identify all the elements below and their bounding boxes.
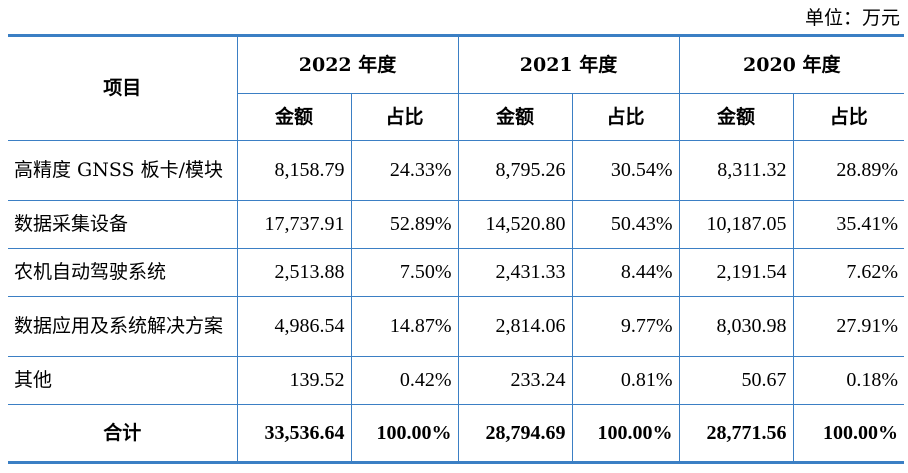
cell-ratio: 28.89% bbox=[792, 139, 904, 201]
cell-amount: 233.24 bbox=[457, 355, 573, 405]
ratio-header: 占比 bbox=[571, 92, 680, 141]
cell-amount: 33,536.64 bbox=[236, 403, 352, 461]
revenue-table: 项目 2022 年度 2021 年度 2020 年度 金额 占比 金额 占比 金… bbox=[8, 37, 904, 461]
table-row: 数据采集设备 17,737.91 52.89% 14,520.80 50.43%… bbox=[8, 199, 904, 249]
row-name: 其他 bbox=[8, 355, 238, 405]
cell-ratio: 0.18% bbox=[792, 355, 904, 405]
unit-label: 单位：万元 bbox=[804, 7, 900, 29]
total-row: 合计 33,536.64 100.00% 28,794.69 100.00% 2… bbox=[8, 403, 904, 461]
cell-ratio: 14.87% bbox=[350, 295, 459, 357]
cell-ratio: 100.00% bbox=[792, 403, 904, 461]
cell-amount: 8,030.98 bbox=[678, 295, 794, 357]
cell-ratio: 0.81% bbox=[571, 355, 680, 405]
revenue-table-container: 项目 2022 年度 2021 年度 2020 年度 金额 占比 金额 占比 金… bbox=[8, 34, 904, 464]
cell-amount: 139.52 bbox=[236, 355, 352, 405]
cell-ratio: 7.50% bbox=[350, 247, 459, 297]
cell-ratio: 27.91% bbox=[792, 295, 904, 357]
cell-ratio: 100.00% bbox=[350, 403, 459, 461]
cell-amount: 2,513.88 bbox=[236, 247, 352, 297]
row-name: 农机自动驾驶系统 bbox=[8, 247, 238, 297]
cell-ratio: 50.43% bbox=[571, 199, 680, 249]
row-name: 数据采集设备 bbox=[8, 199, 238, 249]
table-row: 高精度 GNSS 板卡/模块 8,158.79 24.33% 8,795.26 … bbox=[8, 139, 904, 201]
ratio-header: 占比 bbox=[350, 92, 459, 141]
item-header: 项目 bbox=[8, 37, 238, 141]
cell-ratio: 9.77% bbox=[571, 295, 680, 357]
cell-ratio: 7.62% bbox=[792, 247, 904, 297]
cell-amount: 2,814.06 bbox=[457, 295, 573, 357]
cell-amount: 50.67 bbox=[678, 355, 794, 405]
cell-ratio: 8.44% bbox=[571, 247, 680, 297]
cell-amount: 28,794.69 bbox=[457, 403, 573, 461]
amount-header: 金额 bbox=[678, 92, 794, 141]
cell-ratio: 24.33% bbox=[350, 139, 459, 201]
row-name: 高精度 GNSS 板卡/模块 bbox=[8, 139, 238, 201]
total-label: 合计 bbox=[8, 403, 238, 461]
cell-amount: 4,986.54 bbox=[236, 295, 352, 357]
cell-amount: 28,771.56 bbox=[678, 403, 794, 461]
year-header-2022: 2022 年度 bbox=[236, 37, 459, 94]
table-row: 数据应用及系统解决方案 4,986.54 14.87% 2,814.06 9.7… bbox=[8, 295, 904, 357]
cell-amount: 10,187.05 bbox=[678, 199, 794, 249]
year-header-2021: 2021 年度 bbox=[457, 37, 680, 94]
table-row: 其他 139.52 0.42% 233.24 0.81% 50.67 0.18% bbox=[8, 355, 904, 405]
cell-amount: 2,191.54 bbox=[678, 247, 794, 297]
cell-ratio: 52.89% bbox=[350, 199, 459, 249]
table-row: 农机自动驾驶系统 2,513.88 7.50% 2,431.33 8.44% 2… bbox=[8, 247, 904, 297]
cell-ratio: 30.54% bbox=[571, 139, 680, 201]
cell-amount: 2,431.33 bbox=[457, 247, 573, 297]
cell-ratio: 35.41% bbox=[792, 199, 904, 249]
ratio-header: 占比 bbox=[792, 92, 904, 141]
amount-header: 金额 bbox=[237, 92, 352, 141]
year-header-2020: 2020 年度 bbox=[678, 37, 904, 94]
header-row-years: 项目 2022 年度 2021 年度 2020 年度 bbox=[8, 37, 904, 141]
cell-ratio: 0.42% bbox=[350, 355, 459, 405]
cell-amount: 8,311.32 bbox=[678, 139, 794, 201]
cell-ratio: 100.00% bbox=[571, 403, 680, 461]
row-name: 数据应用及系统解决方案 bbox=[8, 295, 238, 357]
cell-amount: 14,520.80 bbox=[457, 199, 573, 249]
cell-amount: 8,158.79 bbox=[236, 139, 352, 201]
cell-amount: 17,737.91 bbox=[236, 199, 352, 249]
amount-header: 金额 bbox=[457, 92, 573, 141]
cell-amount: 8,795.26 bbox=[457, 139, 573, 201]
